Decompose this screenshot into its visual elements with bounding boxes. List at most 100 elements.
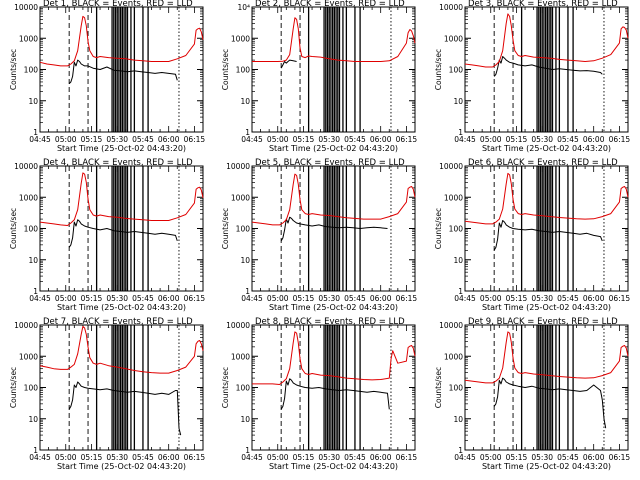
x-tick-label: 05:15: [506, 453, 528, 462]
x-tick-label: 05:45: [132, 294, 154, 303]
series-line-lld: [252, 17, 416, 62]
x-tick-label: 05:45: [344, 294, 366, 303]
panel-det-2: Det 2, BLACK = Events, RED = LLD 1 10 100 10…: [221, 0, 417, 153]
y-tick-label: 100: [24, 225, 39, 234]
y-tick-label: 1000: [444, 34, 463, 43]
x-tick-label: 06:00: [158, 294, 180, 303]
x-tick-label: 04:45: [241, 453, 263, 462]
series-line-lld: [252, 331, 416, 385]
x-axis-label: Start Time (25-Oct-02 04:43:20): [269, 462, 398, 471]
x-tick-label: 05:30: [318, 135, 340, 144]
y-tick-label: 1000: [231, 34, 250, 43]
x-tick-label: 06:15: [609, 453, 631, 462]
x-tick-label: 06:15: [609, 135, 631, 144]
x-axis-label: Start Time (25-Oct-02 04:43:20): [57, 303, 186, 312]
x-tick-label: 06:00: [370, 135, 392, 144]
x-tick-label: 05:45: [557, 294, 579, 303]
x-tick-label: 05:45: [132, 453, 154, 462]
x-tick-label: 05:00: [267, 453, 289, 462]
y-tick-label: 10: [28, 97, 38, 106]
y-tick-label: 10000: [439, 321, 463, 330]
x-tick-label: 05:45: [132, 135, 154, 144]
x-tick-label: 05:30: [531, 294, 553, 303]
x-tick-label: 05:00: [55, 453, 77, 462]
y-tick-label: 100: [236, 66, 251, 75]
x-tick-label: 05:00: [267, 294, 289, 303]
x-axis-label: Start Time (25-Oct-02 04:43:20): [57, 462, 186, 471]
y-tick-label: 10⁴: [237, 3, 250, 12]
y-tick-label: 10: [240, 97, 250, 106]
panel-title: Det 6, BLACK = Events, RED = LLD: [468, 158, 618, 168]
x-tick-label: 05:15: [81, 453, 103, 462]
x-tick-label: 05:30: [318, 294, 340, 303]
y-tick-label: 1: [33, 287, 38, 296]
panel-det-1: Det 1, BLACK = Events, RED = LLD 1 10 100 10…: [9, 0, 205, 153]
y-tick-label: 100: [24, 384, 39, 393]
x-tick-label: 05:45: [344, 135, 366, 144]
y-tick-label: 1: [458, 128, 463, 137]
y-tick-label: 1: [245, 446, 250, 455]
y-axis-label: Counts/sec: [221, 208, 230, 249]
y-tick-label: 1000: [444, 193, 463, 202]
panel-det-9: Det 9, BLACK = Events, RED = LLD 1 10 100 10…: [434, 317, 630, 471]
series-line-events: [493, 56, 603, 77]
x-tick-label: 06:15: [184, 453, 206, 462]
x-axis-label: Start Time (25-Oct-02 04:43:20): [482, 303, 611, 312]
x-tick-label: 06:00: [583, 135, 605, 144]
series-line-events: [68, 381, 182, 436]
y-tick-label: 1000: [444, 352, 463, 361]
panel-title: Det 7, BLACK = Events, RED = LLD: [43, 317, 193, 327]
x-tick-label: 05:00: [480, 294, 502, 303]
x-tick-label: 05:30: [318, 453, 340, 462]
x-tick-label: 04:45: [29, 453, 51, 462]
series-line-lld: [39, 172, 204, 226]
x-tick-label: 05:00: [267, 135, 289, 144]
series-line-lld: [464, 13, 629, 68]
x-tick-label: 05:45: [344, 453, 366, 462]
series-line-events: [280, 59, 297, 69]
y-tick-label: 1000: [231, 352, 250, 361]
y-tick-label: 10000: [226, 321, 250, 330]
y-tick-label: 1: [245, 128, 250, 137]
y-tick-label: 10: [453, 97, 463, 106]
y-tick-label: 10: [453, 256, 463, 265]
series-line-events: [280, 216, 388, 242]
x-tick-label: 06:00: [583, 453, 605, 462]
series-line-lld: [39, 15, 204, 67]
y-tick-label: 10: [28, 256, 38, 265]
x-tick-label: 06:15: [184, 135, 206, 144]
x-tick-label: 05:00: [480, 135, 502, 144]
x-tick-label: 04:45: [241, 135, 263, 144]
y-tick-label: 1000: [19, 352, 38, 361]
panel-title: Det 3, BLACK = Events, RED = LLD: [468, 0, 618, 9]
series-line-events: [280, 378, 390, 410]
y-tick-label: 10000: [439, 3, 463, 12]
series-line-events: [68, 219, 178, 248]
y-axis-label: Counts/sec: [434, 367, 443, 408]
panel-title: Det 5, BLACK = Events, RED = LLD: [255, 158, 405, 168]
x-tick-label: 04:45: [241, 294, 263, 303]
x-tick-label: 05:45: [557, 135, 579, 144]
series-line-events: [493, 220, 603, 251]
x-tick-label: 05:45: [557, 453, 579, 462]
panel-det-6: Det 6, BLACK = Events, RED = LLD 1 10 100 10…: [434, 158, 630, 312]
series-line-events: [493, 377, 607, 429]
y-axis-label: Counts/sec: [434, 49, 443, 90]
x-tick-label: 05:30: [106, 294, 128, 303]
x-tick-label: 06:15: [396, 453, 418, 462]
x-tick-label: 05:15: [506, 135, 528, 144]
x-tick-label: 04:45: [454, 294, 476, 303]
x-tick-label: 05:00: [480, 453, 502, 462]
y-tick-label: 1000: [231, 193, 250, 202]
x-tick-label: 05:15: [81, 135, 103, 144]
x-tick-label: 05:15: [293, 135, 315, 144]
x-tick-label: 06:15: [609, 294, 631, 303]
y-tick-label: 10000: [14, 162, 38, 171]
panel-det-4: Det 4, BLACK = Events, RED = LLD 1 10 100 10…: [9, 158, 205, 312]
x-tick-label: 06:00: [370, 453, 392, 462]
x-tick-label: 05:15: [506, 294, 528, 303]
x-tick-label: 06:00: [158, 453, 180, 462]
y-tick-label: 10: [240, 415, 250, 424]
panel-det-7: Det 7, BLACK = Events, RED = LLD 1 10 100 10…: [9, 317, 205, 471]
y-tick-label: 100: [236, 225, 251, 234]
